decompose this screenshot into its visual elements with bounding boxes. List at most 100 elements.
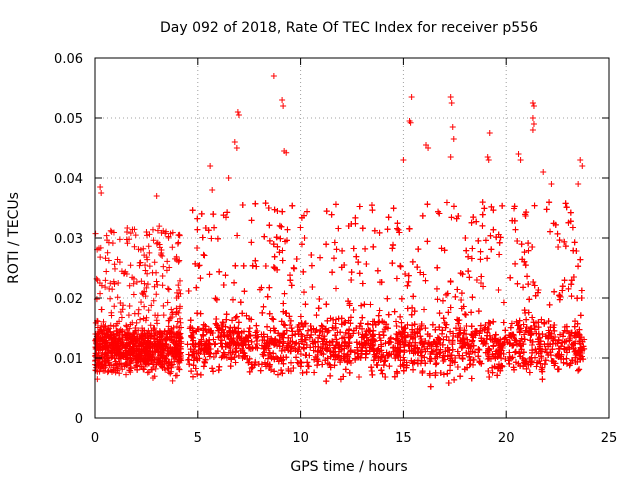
- data-point: [269, 315, 276, 322]
- data-point: [120, 353, 127, 360]
- data-point: [433, 285, 440, 292]
- data-point: [101, 357, 108, 364]
- data-point: [115, 279, 122, 286]
- data-point: [165, 317, 172, 324]
- data-point: [142, 361, 149, 368]
- data-point: [150, 237, 157, 244]
- data-point: [293, 256, 300, 263]
- data-point: [154, 239, 161, 246]
- data-point: [481, 205, 488, 212]
- data-point: [246, 325, 253, 332]
- data-point: [165, 327, 172, 334]
- data-point: [436, 324, 443, 331]
- data-point: [151, 283, 158, 290]
- data-point: [146, 263, 153, 270]
- data-point: [359, 225, 366, 232]
- data-point: [348, 269, 355, 276]
- data-point: [144, 270, 151, 277]
- data-point: [138, 363, 145, 370]
- data-point: [516, 317, 523, 324]
- data-point: [177, 319, 184, 326]
- data-point: [109, 348, 116, 355]
- data-point: [309, 284, 316, 291]
- data-point: [175, 309, 182, 316]
- data-point: [123, 351, 130, 358]
- data-point: [571, 340, 578, 347]
- data-point: [408, 311, 415, 318]
- data-point: [368, 368, 375, 375]
- data-point: [114, 346, 121, 353]
- data-point: [102, 342, 109, 349]
- data-point: [556, 237, 563, 244]
- data-point: [295, 340, 302, 347]
- data-point: [172, 352, 179, 359]
- data-point: [342, 319, 349, 326]
- data-point: [353, 253, 360, 260]
- data-point: [143, 232, 150, 239]
- data-point: [296, 343, 303, 350]
- data-point: [171, 348, 178, 355]
- data-point: [172, 341, 179, 348]
- data-point: [304, 208, 311, 215]
- data-point: [165, 359, 172, 366]
- data-point: [237, 299, 244, 306]
- data-point: [153, 317, 160, 324]
- data-point: [157, 251, 164, 258]
- data-point: [98, 364, 105, 371]
- data-point: [129, 334, 136, 341]
- data-point: [93, 344, 100, 351]
- data-point: [142, 333, 149, 340]
- data-point: [126, 359, 133, 366]
- data-point: [148, 302, 155, 309]
- data-point: [386, 363, 393, 370]
- data-point: [125, 312, 132, 319]
- data-point: [117, 300, 124, 307]
- data-point: [150, 326, 157, 333]
- data-point: [273, 234, 280, 241]
- data-point: [166, 358, 173, 365]
- data-point: [323, 241, 330, 248]
- data-point: [145, 343, 152, 350]
- data-point: [315, 305, 322, 312]
- data-point: [278, 223, 285, 230]
- data-point: [173, 311, 180, 318]
- data-point: [123, 371, 130, 378]
- data-point: [126, 282, 133, 289]
- data-point: [118, 314, 125, 321]
- data-point: [176, 324, 183, 331]
- data-point: [115, 364, 122, 371]
- data-point: [133, 350, 140, 357]
- data-point: [166, 349, 173, 356]
- data-point: [127, 360, 134, 367]
- data-point: [125, 339, 132, 346]
- data-point: [115, 350, 122, 357]
- data-point: [144, 369, 151, 376]
- data-point: [477, 322, 484, 329]
- data-point: [499, 202, 506, 209]
- data-point: [138, 336, 145, 343]
- data-point: [490, 318, 497, 325]
- data-point: [176, 349, 183, 356]
- data-point: [154, 227, 161, 234]
- data-point: [266, 237, 273, 244]
- data-point: [578, 287, 585, 294]
- data-point: [108, 335, 115, 342]
- data-point: [130, 335, 137, 342]
- data-point: [96, 341, 103, 348]
- data-point: [470, 214, 477, 221]
- data-point: [458, 290, 465, 297]
- data-point: [162, 355, 169, 362]
- data-point: [175, 239, 182, 246]
- data-point: [139, 330, 146, 337]
- data-point: [97, 365, 104, 372]
- data-point: [119, 334, 126, 341]
- data-point: [106, 328, 113, 335]
- data-point: [249, 262, 256, 269]
- data-point: [171, 333, 178, 340]
- data-point: [479, 199, 486, 206]
- data-point: [239, 202, 246, 209]
- data-point: [529, 244, 536, 251]
- data-point: [110, 229, 117, 236]
- data-point: [391, 373, 398, 380]
- data-point: [164, 258, 171, 265]
